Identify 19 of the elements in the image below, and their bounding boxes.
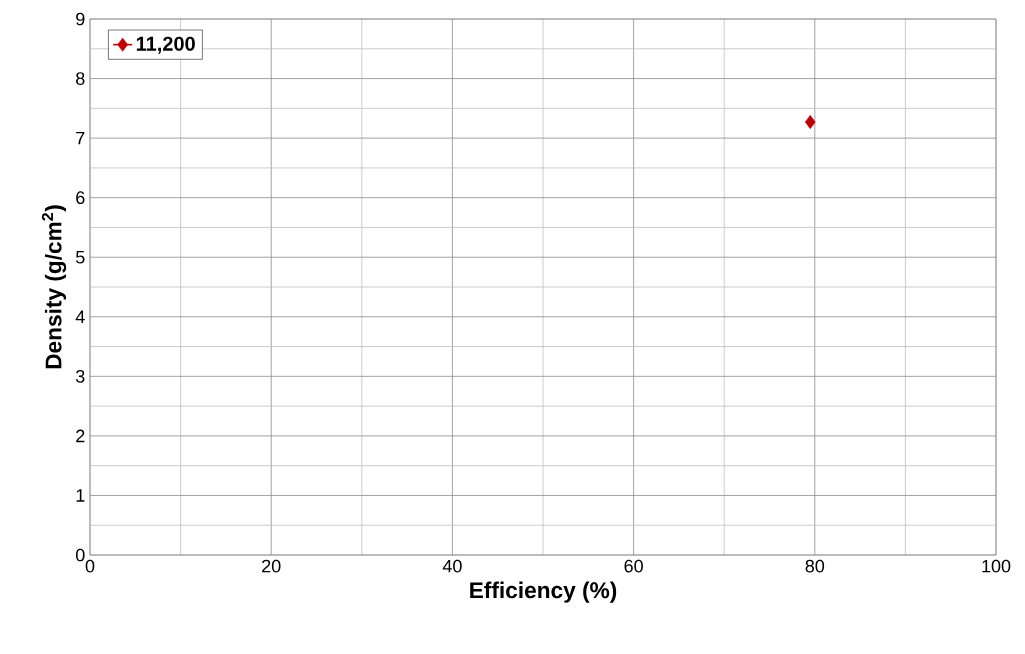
- x-tick-label: 100: [982, 559, 1011, 573]
- x-tick-label: 60: [624, 559, 643, 573]
- y-tick-label: 0: [75, 548, 85, 562]
- y-tick-label: 5: [75, 250, 85, 264]
- x-tick-label: 20: [262, 559, 281, 573]
- x-tick-label: 80: [805, 559, 825, 573]
- y-tick-label: 8: [76, 72, 85, 85]
- y-tick-label: 6: [76, 191, 85, 205]
- x-axis-title: Efficiency (%): [470, 581, 617, 603]
- y-tick-label: 3: [75, 369, 85, 383]
- x-tick-label: 0: [85, 559, 95, 573]
- y-tick-label: 7: [76, 131, 85, 145]
- y-tick-label: 9: [76, 12, 85, 26]
- y-tick-label: 4: [75, 310, 85, 323]
- y-axis-title: Density (g/cm$^{2}$): [41, 205, 67, 369]
- x-tick-label: 40: [442, 559, 462, 573]
- y-tick-label: 1: [76, 489, 85, 502]
- legend-label: 11,200: [136, 36, 195, 54]
- y-tick-label: 2: [76, 429, 85, 443]
